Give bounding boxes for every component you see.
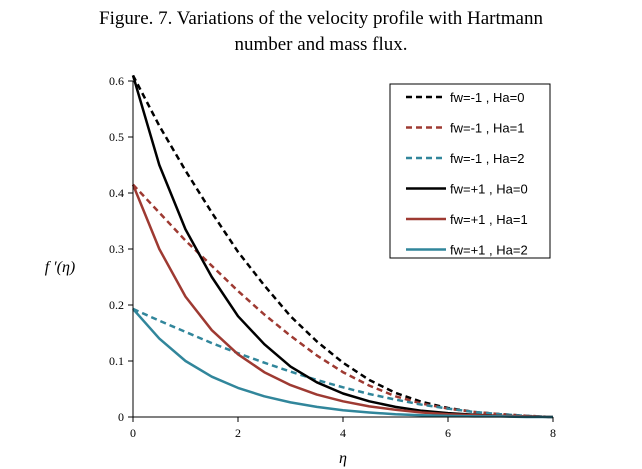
y-tick-label: 0.6 bbox=[109, 74, 124, 88]
series-line-2 bbox=[132, 183, 554, 419]
x-axis-label: η bbox=[339, 450, 347, 467]
legend-label-5: fw=+1 , Ha=1 bbox=[450, 212, 528, 227]
legend-label-6: fw=+1 , Ha=2 bbox=[450, 243, 528, 258]
y-tick-label: 0.1 bbox=[109, 354, 124, 368]
axes: 0 2 4 6 8 0 0.1 0.2 0.3 0.4 0.5 0.6 η f ′(η) bbox=[45, 74, 556, 467]
legend-label-2: fw=-1 , Ha=1 bbox=[450, 121, 524, 136]
legend-label-1: fw=-1 , Ha=0 bbox=[450, 90, 524, 105]
legend-box bbox=[389, 83, 551, 259]
x-tick-label: 2 bbox=[235, 426, 241, 440]
legend-label-4: fw=+1 , Ha=0 bbox=[450, 182, 528, 197]
x-tick-label: 8 bbox=[550, 426, 556, 440]
y-axis-label: f ′(η) bbox=[45, 259, 76, 276]
series-line-1 bbox=[131, 74, 554, 419]
series-line-6 bbox=[132, 308, 553, 419]
legend-label-3: fw=-1 , Ha=2 bbox=[450, 151, 524, 166]
y-tick-label: 0.3 bbox=[109, 242, 124, 256]
figure-title-line-2: number and mass flux. bbox=[234, 34, 408, 55]
y-tick-label: 0.4 bbox=[109, 186, 124, 200]
y-tick-label: 0 bbox=[118, 410, 124, 424]
figure-title-line-1: Figure. 7. Variations of the velocity pr… bbox=[99, 8, 543, 29]
figure-title: Figure. 7. Variations of the velocity pr… bbox=[0, 6, 642, 58]
y-tick-label: 0.2 bbox=[109, 298, 124, 312]
x-tick-label: 6 bbox=[445, 426, 451, 440]
x-tick-label: 4 bbox=[340, 426, 346, 440]
y-tick-label: 0.5 bbox=[109, 130, 124, 144]
x-tick-label: 0 bbox=[130, 426, 136, 440]
legend: fw=-1 , Ha=0 fw=-1 , Ha=1 fw=-1 , Ha=2 fw=+… bbox=[389, 83, 551, 259]
plot-area bbox=[131, 74, 554, 419]
series-line-3 bbox=[132, 307, 554, 419]
